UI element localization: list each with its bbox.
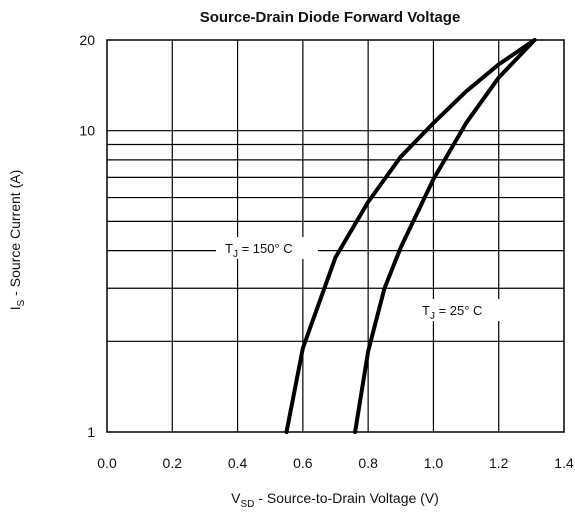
svg-text:TJ = 150° C: TJ = 150° C [225, 241, 293, 260]
x-tick-label: 0.6 [293, 455, 313, 471]
series-label-25c: TJ = 25° C [415, 299, 511, 322]
curves [284, 38, 537, 434]
x-tick-label: 1.2 [489, 455, 509, 471]
x-tick-label: 0.0 [97, 455, 117, 471]
x-axis-label: VSD - Source-to-Drain Voltage (V) [231, 490, 439, 510]
chart-title: Source-Drain Diode Forward Voltage [200, 9, 461, 26]
x-tick-label: 0.4 [228, 455, 248, 471]
svg-text:TJ = 25° C: TJ = 25° C [422, 303, 482, 322]
plot-frame [106, 39, 565, 433]
series-line-25c [353, 38, 537, 434]
series-line-150c [284, 38, 537, 434]
x-tick-label: 1.4 [554, 455, 574, 471]
x-tick-labels: 0.0 0.2 0.4 0.6 0.8 1.0 1.2 1.4 [97, 455, 574, 471]
y-tick-label: 1 [87, 424, 95, 440]
series-label-150c: TJ = 150° C [216, 237, 318, 260]
y-tick-label: 20 [79, 32, 95, 48]
y-tick-label: 10 [79, 123, 95, 139]
grid [107, 40, 564, 432]
y-tick-labels: 1 10 20 [79, 32, 95, 440]
x-tick-label: 0.2 [163, 455, 183, 471]
x-tick-label: 0.8 [358, 455, 378, 471]
x-tick-label: 1.0 [424, 455, 444, 471]
y-axis-label: IS - Source Current (A) [7, 170, 27, 311]
